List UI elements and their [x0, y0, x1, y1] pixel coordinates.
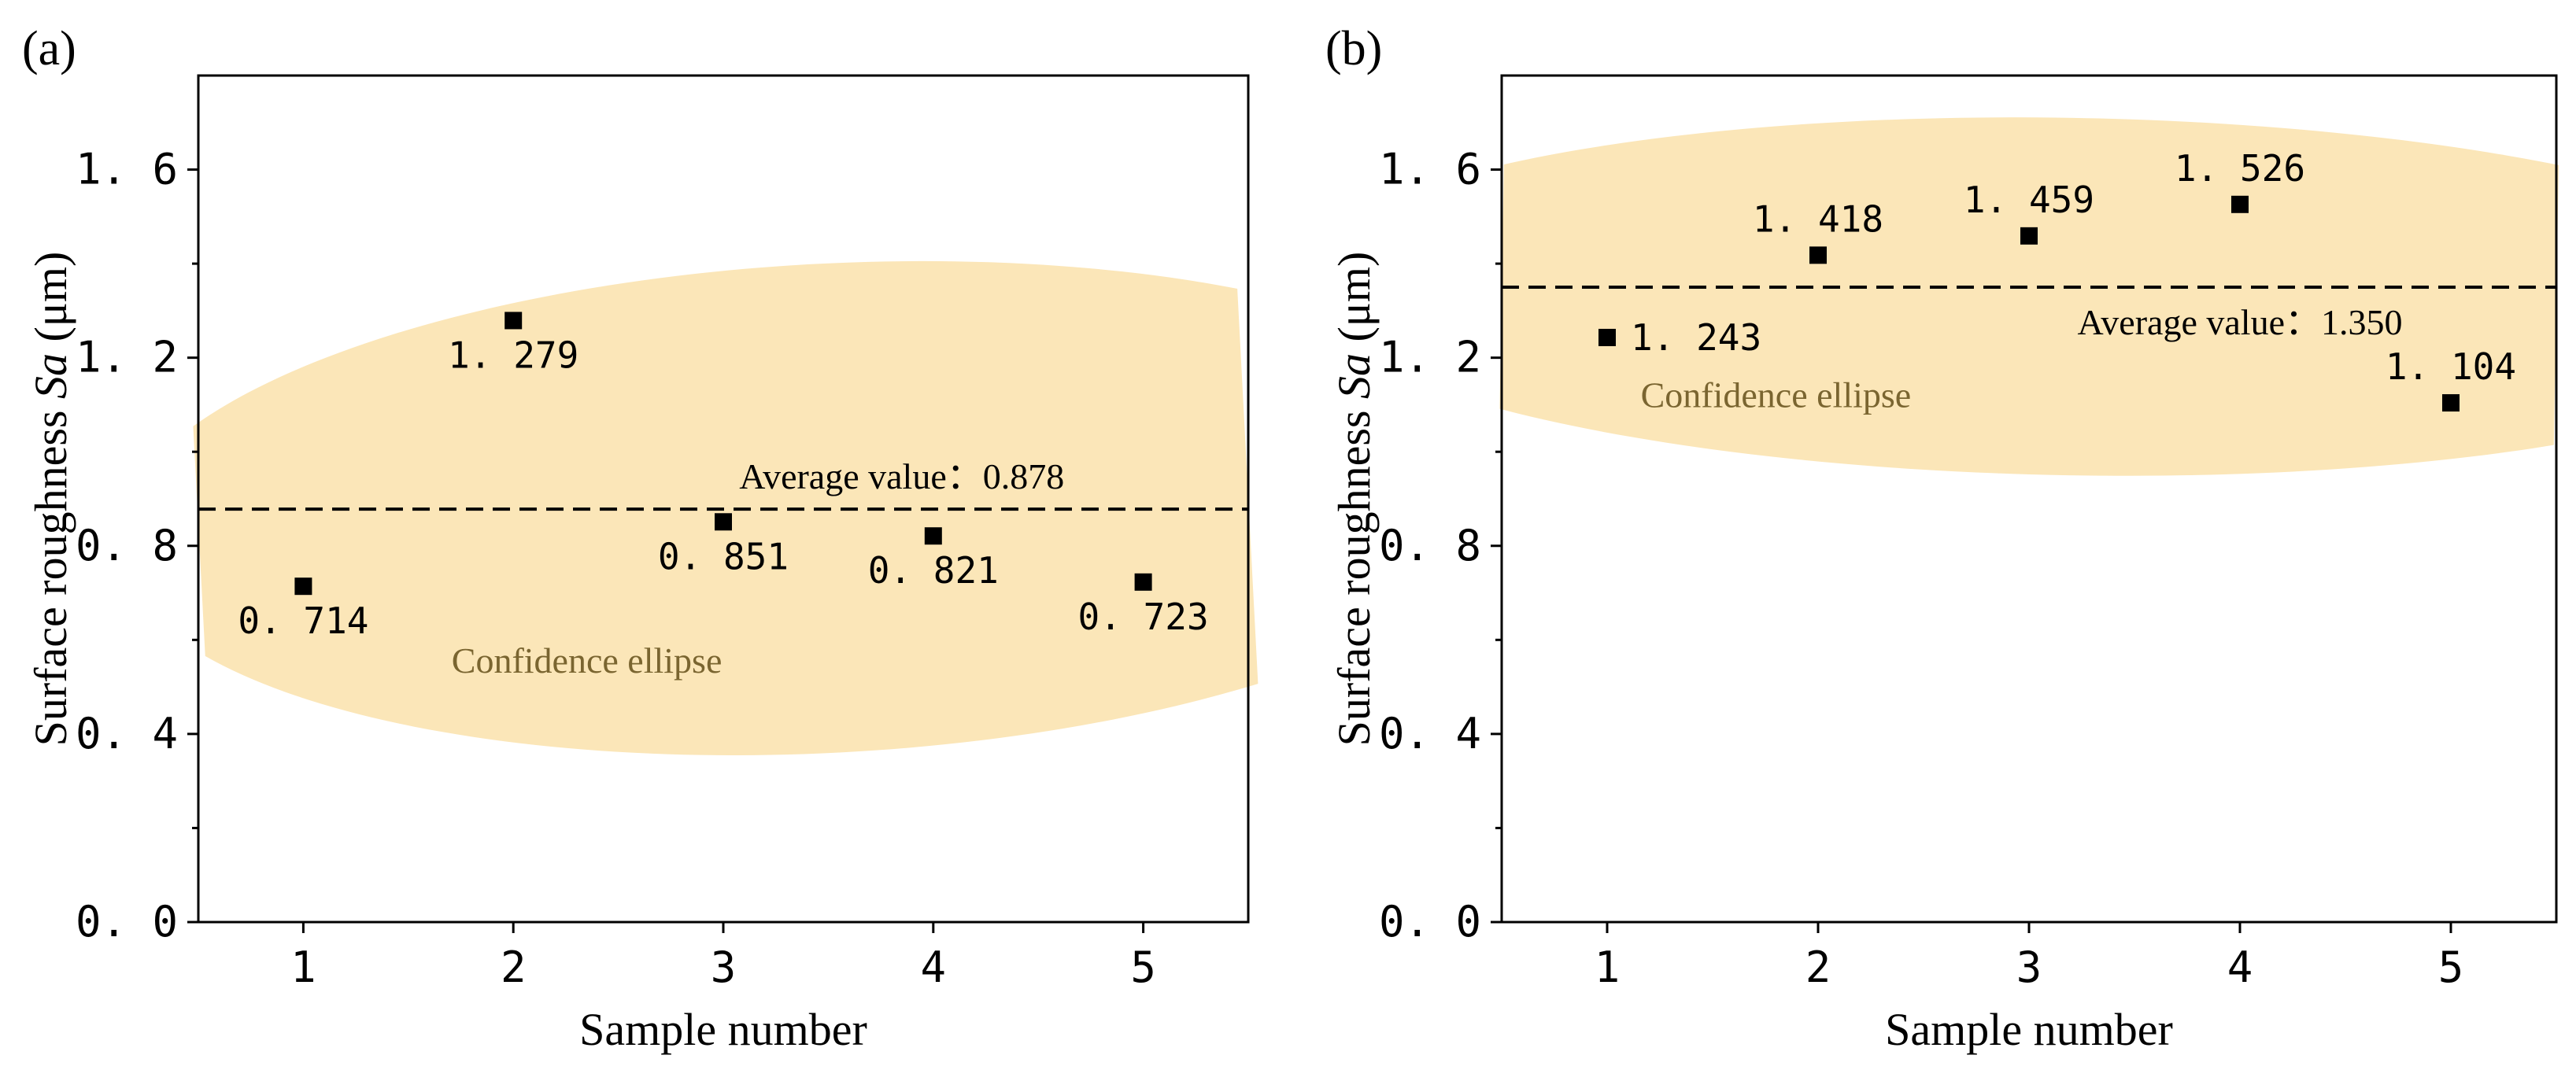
confidence-ellipse	[1491, 117, 2560, 476]
confidence-ellipse-label: Confidence ellipse	[452, 640, 723, 681]
y-tick-label: 1. 6	[76, 145, 178, 194]
x-axis-title: Sample number	[1885, 1004, 2173, 1055]
data-label: 1. 279	[448, 334, 578, 376]
y-tick-label: 1. 6	[1379, 145, 1481, 194]
data-point	[504, 312, 523, 330]
x-tick-label: 2	[1805, 943, 1831, 992]
x-tick-label: 1	[290, 943, 316, 992]
data-point	[1598, 328, 1616, 346]
data-point	[715, 513, 732, 531]
data-label: 1. 459	[1964, 179, 2094, 221]
confidence-ellipse-label: Confidence ellipse	[1641, 374, 1912, 415]
x-axis-title: Sample number	[579, 1004, 867, 1055]
x-tick-label: 3	[2016, 943, 2042, 992]
y-tick-label: 0. 0	[1379, 897, 1481, 946]
x-tick-label: 5	[2438, 943, 2464, 992]
average-label: Average value：1.350	[2078, 302, 2403, 342]
data-point	[2020, 227, 2038, 245]
data-label: 0. 723	[1078, 596, 1209, 638]
y-tick-label: 0. 4	[1379, 709, 1481, 758]
y-tick-label: 0. 0	[76, 897, 178, 946]
y-tick-label: 0. 4	[76, 709, 178, 758]
x-tick-label: 2	[501, 943, 527, 992]
data-label: 0. 714	[238, 600, 368, 642]
average-label: Average value：0.878	[739, 456, 1064, 496]
y-tick-label: 0. 8	[1379, 521, 1481, 570]
panel-a: 0. 0 0. 4 0. 8 1. 2 1. 6 1 2 3 4 5 0. 714 1. 279 0. …	[22, 22, 1270, 1055]
data-point	[2231, 195, 2249, 213]
data-point	[2442, 394, 2460, 412]
data-label: 1. 526	[2175, 147, 2305, 190]
data-label: 1. 243	[1631, 316, 1761, 359]
x-tick-label: 4	[2227, 943, 2253, 992]
y-tick-label: 1. 2	[76, 333, 178, 382]
panel-label: (b)	[1325, 22, 1382, 76]
x-tick-label: 5	[1130, 943, 1156, 992]
panel-label: (a)	[22, 22, 76, 76]
data-point	[294, 577, 312, 596]
data-label: 0. 851	[658, 535, 789, 577]
data-point	[1134, 573, 1152, 591]
data-label: 0. 821	[868, 549, 999, 592]
x-tick-label: 3	[711, 943, 737, 992]
y-tick-label: 0. 8	[76, 521, 178, 570]
y-axis-title: Surface roughness Sa (μm)	[1329, 252, 1380, 747]
panel-b: 0. 0 0. 4 0. 8 1. 2 1. 6 1 2 3 4 5 1. 243 1. 418 1. …	[1325, 22, 2560, 1055]
data-point	[924, 527, 942, 545]
x-tick-label: 4	[921, 943, 947, 992]
data-label: 1. 104	[2386, 345, 2516, 388]
data-point	[1809, 246, 1827, 264]
data-label: 1. 418	[1753, 197, 1883, 240]
x-tick-label: 1	[1595, 943, 1621, 992]
y-axis-title: Surface roughness Sa (μm)	[25, 252, 76, 747]
y-tick-label: 1. 2	[1379, 333, 1481, 382]
